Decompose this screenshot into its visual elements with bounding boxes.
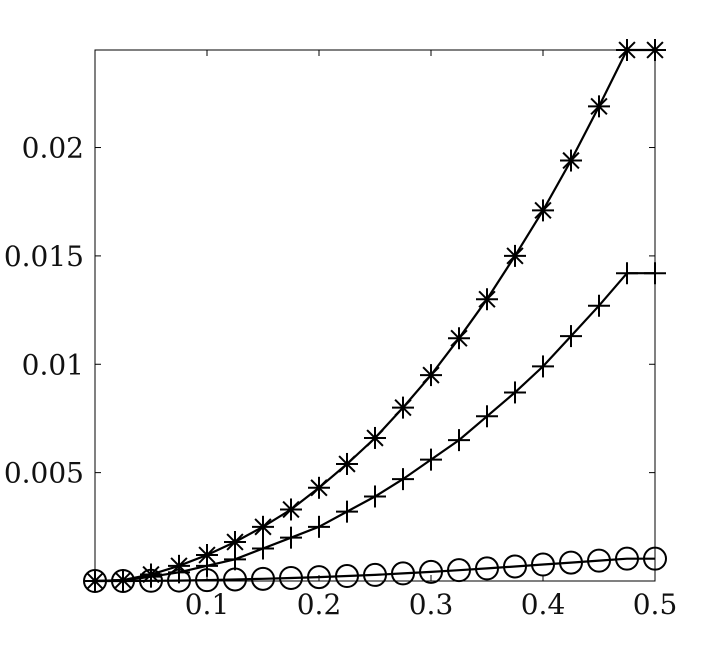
data-point-asterisk <box>392 396 414 419</box>
data-point-plus <box>560 325 582 348</box>
data-point-asterisk <box>308 476 330 499</box>
data-point-circle <box>307 565 331 590</box>
chart-series-layer <box>83 39 667 593</box>
series-circle <box>83 546 667 593</box>
data-point-plus <box>420 448 442 471</box>
data-point-asterisk <box>336 452 358 475</box>
data-point-asterisk <box>616 39 638 61</box>
x-tick-label: 0.5 <box>633 588 678 621</box>
data-point-plus <box>644 262 666 285</box>
data-point-asterisk <box>588 95 610 118</box>
data-point-circle <box>447 558 471 583</box>
data-point-circle <box>251 566 275 591</box>
data-point-asterisk <box>280 498 302 521</box>
data-point-circle <box>111 569 135 593</box>
data-point-asterisk <box>532 199 554 222</box>
data-point-asterisk <box>420 364 442 387</box>
data-point-plus <box>588 294 610 317</box>
data-point-asterisk <box>252 515 274 538</box>
data-point-circle <box>475 556 499 581</box>
data-point-circle <box>503 554 527 579</box>
data-point-circle <box>391 561 415 586</box>
y-tick-label: 0.02 <box>22 132 84 165</box>
data-point-asterisk <box>504 244 526 267</box>
data-point-circle <box>615 546 639 571</box>
data-point-plus <box>224 548 246 571</box>
data-point-circle <box>223 567 247 592</box>
data-point-plus <box>280 526 302 549</box>
data-point-plus <box>308 515 330 538</box>
data-point-plus <box>336 500 358 523</box>
x-tick-label: 0.3 <box>409 588 454 621</box>
data-point-asterisk <box>448 327 470 350</box>
data-point-circle <box>531 552 555 577</box>
data-point-circle <box>167 568 191 593</box>
data-point-circle <box>279 565 303 590</box>
data-point-plus <box>532 355 554 378</box>
x-tick-label: 0.1 <box>185 588 230 621</box>
data-point-circle <box>335 564 359 589</box>
data-point-circle <box>559 550 583 575</box>
data-point-circle <box>587 548 611 573</box>
data-point-plus <box>392 468 414 491</box>
data-point-plus <box>448 429 470 452</box>
plot-frame <box>94 49 656 582</box>
series-line-circle <box>95 557 655 583</box>
x-tick-label: 0.4 <box>521 588 566 621</box>
series-asterisk <box>84 39 666 592</box>
data-point-circle <box>139 568 163 593</box>
x-tick-label: 0.2 <box>297 588 342 621</box>
data-point-plus <box>504 381 526 404</box>
data-point-plus <box>364 485 386 508</box>
chart-tick-labels: 0.1 0.2 0.3 0.4 0.5 0.005 0.01 0.015 0.02 <box>4 132 677 621</box>
data-point-asterisk <box>644 39 666 61</box>
data-point-circle <box>83 569 107 593</box>
data-point-circle <box>643 546 667 571</box>
data-point-plus <box>616 262 638 285</box>
y-tick-label: 0.005 <box>4 457 84 490</box>
series-plus <box>84 262 666 592</box>
data-point-circle <box>419 559 443 584</box>
data-point-asterisk <box>364 426 386 449</box>
y-tick-label: 0.015 <box>4 240 84 273</box>
data-point-circle <box>195 568 219 593</box>
data-point-asterisk <box>560 149 582 172</box>
data-point-asterisk <box>476 288 498 311</box>
y-tick-label: 0.01 <box>22 348 84 381</box>
data-point-plus <box>252 537 274 560</box>
data-point-circle <box>363 562 387 587</box>
data-point-plus <box>476 405 498 428</box>
data-point-plus <box>196 554 218 577</box>
